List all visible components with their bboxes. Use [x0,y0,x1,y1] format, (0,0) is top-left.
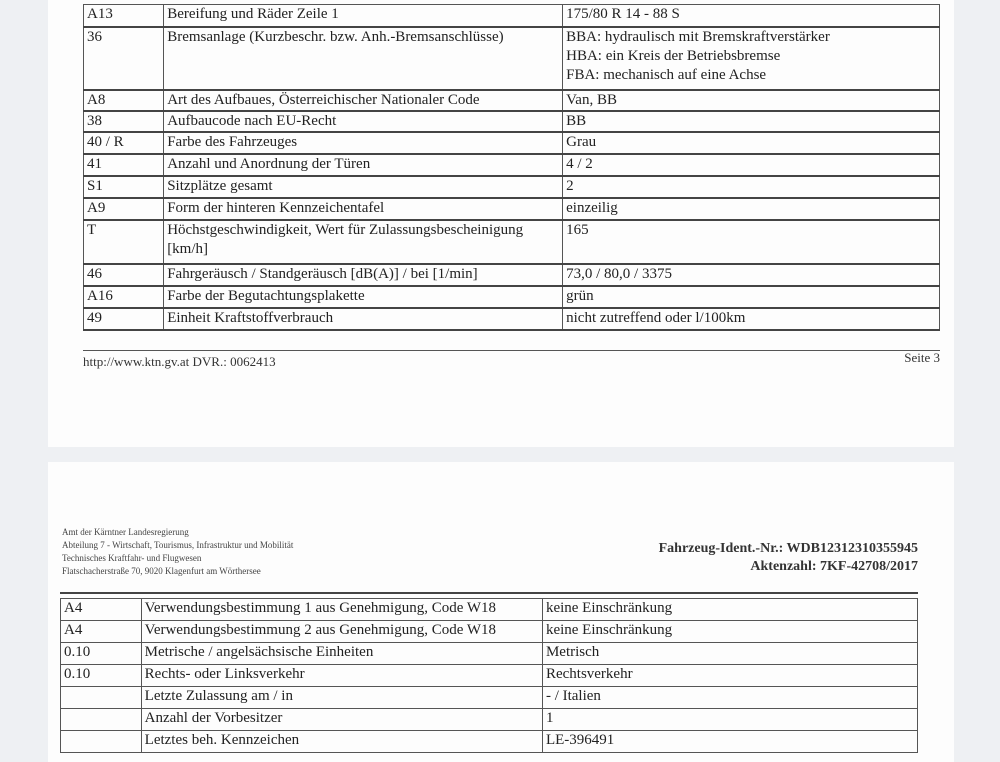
table-row: A4 Verwendungsbestimmung 2 aus Genehmigun… [60,620,919,643]
file-number: Aktenzahl: 7KF-42708/2017 [750,559,918,574]
header-divider [60,592,918,594]
cell-code: A8 [82,89,165,112]
vehicle-data-table: A13 Bereifung und Räder Zeile 1 175/80 R 1… [82,4,940,331]
page-number: Seite 3 [904,350,940,365]
cell-value: 165 [562,219,940,265]
cell-code [60,708,142,731]
table-row: 41 Anzahl und Anordnung der Türen 4 / 2 [82,153,940,177]
cell-label: Bremsanlage (Kurzbeschr. bzw. Anh.-Brems… [163,26,564,91]
cell-label: Letzte Zulassung am / in [140,686,543,709]
cell-label: Sitzplätze gesamt [163,175,564,199]
cell-value: BB [562,110,940,133]
cell-code: 49 [82,307,165,331]
cell-value: nicht zutreffend oder l/100km [562,307,940,331]
cell-value: 2 [562,175,940,199]
table-row: 0.10 Metrische / angelsächsische Einheite… [60,642,919,665]
cell-value: einzeilig [562,197,940,221]
table-row: 40 / R Farbe des Fahrzeuges Grau [82,131,940,155]
cell-code: 40 / R [82,131,165,155]
table-row: Anzahl der Vorbesitzer 1 [60,708,919,731]
cell-label: Farbe der Begutachtungsplakette [163,285,564,309]
table-row: T Höchstgeschwindigkeit, Wert für Zulassu… [82,219,940,265]
cell-label: Einheit Kraftstoffverbrauch [163,307,564,331]
cell-label: Verwendungsbestimmung 1 aus Genehmigung,… [140,598,543,621]
table-row: Letzte Zulassung am / in - / Italien [60,686,919,709]
cell-value: BBA: hydraulisch mit Bremskraftverstärke… [562,26,940,91]
cell-value: keine Einschränkung [541,598,919,621]
footer-divider [83,350,940,351]
cell-value: 73,0 / 80,0 / 3375 [562,263,940,287]
cell-label: Bereifung und Räder Zeile 1 [163,4,564,28]
cell-code: 38 [82,110,165,133]
cell-label: Farbe des Fahrzeuges [163,131,564,155]
cell-value: Metrisch [541,642,919,665]
cell-value: Rechtsverkehr [541,664,919,687]
table-row: S1 Sitzplätze gesamt 2 [82,175,940,199]
document-page-4: Amt der Kärntner Landesregierung Abteilu… [48,462,954,762]
cell-code: 0.10 [60,664,142,687]
table-row: A4 Verwendungsbestimmung 1 aus Genehmigun… [60,598,919,621]
cell-code: A16 [82,285,165,309]
cell-label: Höchstgeschwindigkeit, Wert für Zulassun… [163,219,564,265]
cell-label: Letztes beh. Kennzeichen [140,730,543,753]
footer-url: http://www.ktn.gv.at DVR.: 0062413 [83,354,276,369]
cell-value: - / Italien [541,686,919,709]
cell-code: A13 [82,4,165,28]
authority-header: Amt der Kärntner Landesregierung Abteilu… [62,526,293,578]
cell-value: grün [562,285,940,309]
cell-code: 0.10 [60,642,142,665]
vehicle-data-table: A4 Verwendungsbestimmung 1 aus Genehmigun… [60,598,919,753]
cell-value: 1 [541,708,919,731]
table-row: A9 Form der hinteren Kennzeichentafel einz… [82,197,940,221]
cell-label: Form der hinteren Kennzeichentafel [163,197,564,221]
cell-code: A9 [82,197,165,221]
cell-label: Metrische / angelsächsische Einheiten [140,642,543,665]
cell-code: A4 [60,598,142,621]
ident-block: Fahrzeug-Ident.-Nr.: WDB12312310355945 A… [659,540,918,576]
cell-code: S1 [82,175,165,199]
header-line: Technisches Kraftfahr- und Flugwesen [62,553,202,563]
cell-value: 4 / 2 [562,153,940,177]
cell-value: Van, BB [562,89,940,112]
cell-code: 36 [82,26,165,91]
table-row: 46 Fahrgeräusch / Standgeräusch [dB(A)] /… [82,263,940,287]
cell-code: T [82,219,165,265]
table-row: A16 Farbe der Begutachtungsplakette grün [82,285,940,309]
cell-code: A4 [60,620,142,643]
table-row: A8 Art des Aufbaues, Österreichischer Nat… [82,89,940,112]
cell-value: 175/80 R 14 - 88 S [562,4,940,28]
cell-code [60,686,142,709]
cell-value: keine Einschränkung [541,620,919,643]
header-line: Flatschacherstraße 70, 9020 Klagenfurt a… [62,566,261,576]
cell-code: 46 [82,263,165,287]
cell-label: Fahrgeräusch / Standgeräusch [dB(A)] / b… [163,263,564,287]
cell-code: 41 [82,153,165,177]
vehicle-ident-number: Fahrzeug-Ident.-Nr.: WDB12312310355945 [658,541,918,556]
cell-label: Aufbaucode nach EU-Recht [163,110,564,133]
cell-label: Art des Aufbaues, Österreichischer Natio… [163,89,564,112]
table-row: 36 Bremsanlage (Kurzbeschr. bzw. Anh.-Bre… [82,26,940,91]
table-row: 0.10 Rechts- oder Linksverkehr Rechtsverke… [60,664,919,687]
cell-value: Grau [562,131,940,155]
header-line: Amt der Kärntner Landesregierung [62,527,189,537]
cell-label: Verwendungsbestimmung 2 aus Genehmigung,… [140,620,543,643]
cell-label: Anzahl der Vorbesitzer [140,708,543,731]
table-row: Letztes beh. Kennzeichen LE-396491 [60,730,919,753]
document-page-3: A13 Bereifung und Räder Zeile 1 175/80 R 1… [48,0,954,447]
table-row: 49 Einheit Kraftstoffverbrauch nicht zutre… [82,307,940,331]
cell-code [60,730,142,753]
table-row: 38 Aufbaucode nach EU-Recht BB [82,110,940,133]
cell-label: Rechts- oder Linksverkehr [140,664,543,687]
cell-value: LE-396491 [541,730,919,753]
cell-label: Anzahl und Anordnung der Türen [163,153,564,177]
header-line: Abteilung 7 - Wirtschaft, Tourismus, Inf… [62,540,294,550]
table-row: A13 Bereifung und Räder Zeile 1 175/80 R 1… [82,4,940,28]
